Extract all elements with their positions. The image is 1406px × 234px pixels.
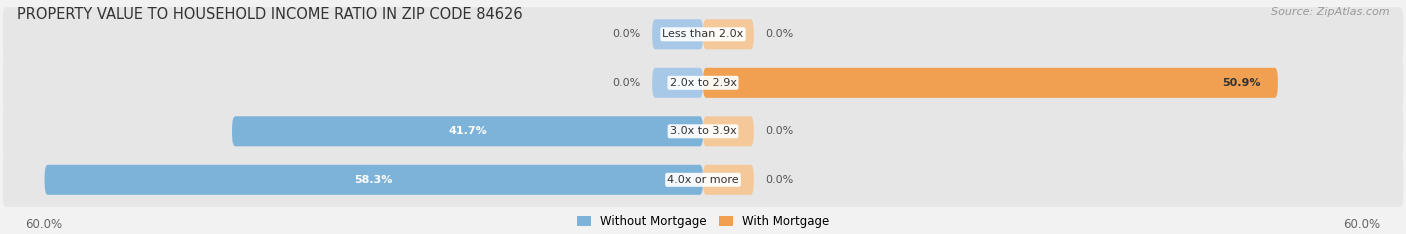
Text: Less than 2.0x: Less than 2.0x: [662, 29, 744, 39]
Text: Source: ZipAtlas.com: Source: ZipAtlas.com: [1271, 7, 1389, 17]
FancyBboxPatch shape: [3, 7, 1403, 61]
Text: 2.0x to 2.9x: 2.0x to 2.9x: [669, 78, 737, 88]
Text: 60.0%: 60.0%: [25, 218, 62, 231]
Text: 60.0%: 60.0%: [1344, 218, 1381, 231]
FancyBboxPatch shape: [703, 116, 754, 146]
Text: 50.9%: 50.9%: [1222, 78, 1261, 88]
Text: 41.7%: 41.7%: [449, 126, 486, 136]
Text: PROPERTY VALUE TO HOUSEHOLD INCOME RATIO IN ZIP CODE 84626: PROPERTY VALUE TO HOUSEHOLD INCOME RATIO…: [17, 7, 523, 22]
Text: 4.0x or more: 4.0x or more: [668, 175, 738, 185]
Text: 58.3%: 58.3%: [354, 175, 392, 185]
Text: 0.0%: 0.0%: [613, 78, 641, 88]
FancyBboxPatch shape: [45, 165, 703, 195]
FancyBboxPatch shape: [232, 116, 703, 146]
FancyBboxPatch shape: [3, 104, 1403, 158]
Text: 3.0x to 3.9x: 3.0x to 3.9x: [669, 126, 737, 136]
FancyBboxPatch shape: [652, 19, 703, 49]
FancyBboxPatch shape: [3, 56, 1403, 110]
FancyBboxPatch shape: [652, 68, 703, 98]
Legend: Without Mortgage, With Mortgage: Without Mortgage, With Mortgage: [572, 210, 834, 233]
FancyBboxPatch shape: [703, 19, 754, 49]
Text: 0.0%: 0.0%: [613, 29, 641, 39]
FancyBboxPatch shape: [3, 153, 1403, 207]
Text: 0.0%: 0.0%: [765, 126, 793, 136]
Text: 0.0%: 0.0%: [765, 175, 793, 185]
FancyBboxPatch shape: [703, 165, 754, 195]
FancyBboxPatch shape: [703, 68, 1278, 98]
Text: 0.0%: 0.0%: [765, 29, 793, 39]
